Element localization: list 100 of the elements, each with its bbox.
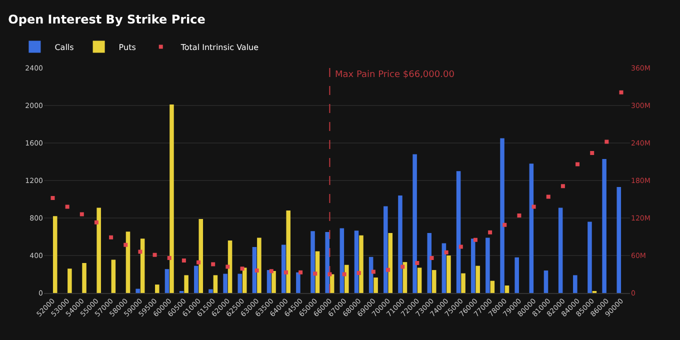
bar [616, 187, 622, 293]
bar [432, 270, 436, 293]
bar [344, 264, 349, 293]
bar [558, 208, 563, 293]
bar [170, 104, 174, 293]
bar [359, 235, 364, 293]
bar [96, 208, 101, 293]
point [444, 250, 448, 254]
bar [223, 274, 228, 293]
bar [136, 288, 140, 293]
bar [340, 228, 344, 293]
bar [296, 272, 300, 293]
bar [374, 278, 378, 293]
point [342, 272, 346, 276]
bar [242, 268, 247, 293]
bar [126, 232, 130, 293]
bar [325, 232, 330, 293]
bar [490, 280, 495, 293]
point [269, 269, 274, 274]
point [371, 270, 376, 274]
point [400, 264, 405, 269]
point [167, 256, 172, 260]
point [356, 271, 361, 275]
point [576, 162, 580, 166]
bar [486, 238, 490, 293]
point [80, 212, 84, 216]
point [254, 268, 259, 272]
legend-label: Total Intrinsic Value [180, 42, 259, 52]
point [196, 260, 201, 264]
bar [208, 289, 213, 293]
bar [140, 238, 145, 293]
point [532, 204, 536, 209]
point [226, 264, 230, 269]
point [182, 258, 186, 262]
point [138, 250, 142, 254]
point [240, 266, 244, 271]
bar [194, 266, 198, 293]
bar [602, 158, 606, 293]
bar [281, 244, 286, 293]
legend-label: Calls [54, 42, 74, 52]
point [298, 270, 303, 274]
point [604, 140, 609, 144]
point [430, 256, 434, 260]
bar [82, 263, 86, 293]
bar [398, 196, 402, 293]
bar [68, 268, 72, 293]
point [415, 261, 420, 265]
bar [111, 260, 116, 293]
bar [573, 275, 578, 293]
bar [500, 138, 504, 293]
bar [529, 164, 534, 293]
point [284, 270, 288, 274]
bar [286, 210, 290, 293]
bar [461, 273, 466, 293]
point [502, 222, 507, 227]
bar [213, 275, 218, 293]
point [590, 151, 594, 155]
point [50, 196, 55, 200]
bar [456, 171, 461, 293]
point [65, 204, 70, 209]
bar [514, 257, 519, 293]
point [124, 242, 128, 247]
bar [446, 256, 451, 293]
bar [588, 222, 592, 293]
bar [238, 274, 242, 293]
bar [315, 251, 320, 293]
bar [52, 216, 58, 293]
point [473, 238, 478, 242]
bar [164, 269, 170, 293]
bar [155, 284, 160, 293]
bar [504, 286, 510, 293]
bar [442, 243, 446, 293]
point [458, 244, 463, 249]
point [488, 230, 492, 234]
bar [310, 231, 315, 293]
bar [427, 233, 432, 293]
point [517, 214, 522, 218]
bar [544, 270, 548, 293]
bar [272, 270, 276, 293]
bar [368, 256, 374, 293]
point [546, 194, 550, 199]
bar [257, 238, 262, 293]
bar [184, 275, 188, 293]
bar [252, 247, 257, 293]
point [313, 272, 318, 276]
bar [198, 218, 204, 293]
bar [470, 238, 476, 293]
bar [228, 240, 232, 293]
bar [417, 268, 422, 293]
bar [384, 206, 388, 293]
point [386, 268, 390, 272]
point [109, 235, 114, 240]
ref-line-label: Max Pain Price $66,000.00 [335, 70, 455, 80]
point [560, 184, 565, 188]
bar [354, 230, 359, 293]
bar [412, 154, 417, 293]
point [619, 90, 624, 94]
chart-title: Open Interest By Strike Price [8, 12, 206, 27]
bar [476, 266, 480, 293]
bar [388, 233, 393, 293]
